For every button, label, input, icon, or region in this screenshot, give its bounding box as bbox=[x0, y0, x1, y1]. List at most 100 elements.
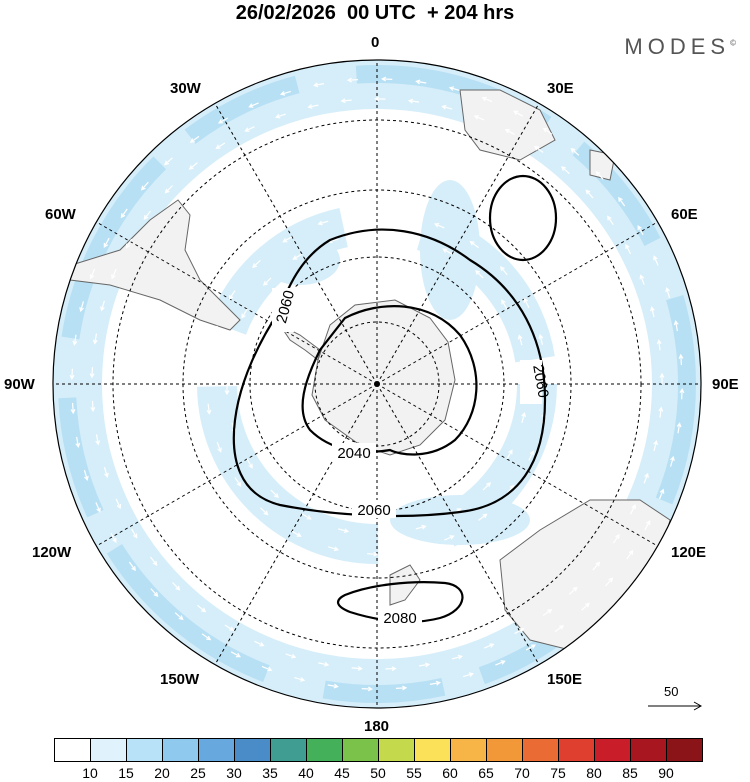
wind-arrow bbox=[478, 513, 488, 521]
colorbar-label: 15 bbox=[118, 765, 134, 781]
contour-2040 bbox=[301, 305, 478, 456]
wind-arrow bbox=[630, 504, 636, 515]
colorbar-swatch bbox=[306, 738, 343, 762]
wind-arrow bbox=[95, 502, 101, 513]
colorbar-label: 60 bbox=[442, 765, 458, 781]
colorbar-label: 75 bbox=[550, 765, 566, 781]
wind-arrow bbox=[434, 222, 445, 229]
contour-label: 2060 bbox=[357, 502, 390, 519]
wind-arrow bbox=[501, 299, 508, 310]
wind-arrow bbox=[131, 528, 138, 539]
colorbar-swatch bbox=[198, 738, 235, 762]
wind-arrow bbox=[100, 300, 105, 312]
wind-arrow bbox=[528, 450, 535, 461]
wind-arrow bbox=[678, 353, 684, 366]
wind-arrow bbox=[625, 243, 632, 255]
wind-arrow bbox=[189, 135, 200, 143]
reference-vector-label: 50 bbox=[664, 684, 679, 699]
colorbar-swatch bbox=[90, 738, 127, 762]
colorbar-label: 55 bbox=[406, 765, 422, 781]
meridian-line bbox=[96, 221, 378, 385]
wind-arrow bbox=[279, 90, 291, 96]
wind-arrow bbox=[70, 402, 76, 415]
wind-arrow bbox=[128, 561, 136, 572]
wind-arrow bbox=[216, 441, 222, 453]
wind-arrow bbox=[612, 533, 620, 544]
colorbar-swatch bbox=[486, 738, 523, 762]
wind-arrow bbox=[463, 672, 475, 678]
wind-arrow bbox=[607, 215, 614, 226]
wind-arrow bbox=[149, 556, 158, 566]
wind-arrow bbox=[517, 334, 523, 346]
wind-arrow bbox=[367, 551, 379, 557]
wind-arrow bbox=[415, 79, 427, 85]
colorbar-swatch bbox=[630, 738, 667, 762]
colorbar-swatch bbox=[342, 738, 379, 762]
wind-arrow bbox=[554, 625, 565, 633]
wind-arrow bbox=[75, 436, 81, 449]
wind-arrow bbox=[513, 110, 524, 117]
wind-arrow bbox=[241, 308, 248, 319]
meridian-line bbox=[376, 383, 658, 547]
wind-arrow bbox=[499, 266, 508, 276]
wind-arrow bbox=[381, 76, 393, 82]
wind-arrow bbox=[407, 98, 420, 104]
wind-arrow bbox=[115, 498, 122, 510]
wind-arrow bbox=[415, 524, 427, 530]
colorbar-label: 35 bbox=[262, 765, 278, 781]
wind-arrow bbox=[92, 333, 98, 345]
wind-arrow bbox=[174, 612, 184, 621]
colorbar-swatch bbox=[558, 738, 595, 762]
wind-arrow bbox=[442, 248, 453, 255]
contour-label: 2080 bbox=[383, 610, 416, 627]
brand-logo: MODES© bbox=[624, 34, 736, 59]
wind-arrow bbox=[618, 196, 626, 207]
wind-arrow bbox=[234, 477, 242, 487]
wind-arrow bbox=[355, 212, 368, 218]
colorbar-swatch bbox=[54, 738, 91, 762]
wind-arrow bbox=[395, 685, 408, 691]
wind-arrow bbox=[218, 117, 229, 124]
wind-arrow bbox=[244, 126, 255, 132]
lon-label-90w: 90W bbox=[4, 376, 35, 393]
wind-arrow bbox=[656, 339, 662, 351]
wind-arrow bbox=[188, 162, 198, 170]
colorbar-label: 50 bbox=[370, 765, 386, 781]
wind-arrow bbox=[441, 104, 453, 110]
lon-label-30w: 30W bbox=[170, 80, 201, 97]
wind-arrow bbox=[404, 234, 416, 240]
wind-arrow bbox=[69, 368, 75, 380]
wind-arrow bbox=[275, 113, 286, 119]
colorbar-swatch bbox=[234, 738, 271, 762]
wind-arrow bbox=[206, 403, 212, 415]
wind-arrow bbox=[665, 286, 671, 298]
wind-arrow bbox=[294, 677, 306, 682]
wind-arrow bbox=[504, 128, 515, 135]
wind-arrow bbox=[658, 488, 665, 500]
wind-arrow bbox=[418, 662, 431, 668]
wind-arrow bbox=[224, 384, 230, 396]
colorbar-swatch bbox=[666, 738, 703, 762]
colorbar-swatch bbox=[270, 738, 307, 762]
colorbar-swatch bbox=[450, 738, 487, 762]
graticule bbox=[53, 60, 701, 708]
reference-vector: 50 bbox=[646, 684, 706, 712]
wind-arrow bbox=[285, 653, 297, 659]
wind-arrow bbox=[95, 434, 101, 446]
wind-arrow bbox=[212, 325, 218, 337]
colorbar-swatch bbox=[522, 738, 559, 762]
contour-closed-high bbox=[488, 174, 558, 262]
colorbar-label: 90 bbox=[658, 765, 674, 781]
wind-arrow bbox=[262, 277, 272, 286]
colorbar-swatch bbox=[414, 738, 451, 762]
wind-arrow bbox=[246, 458, 253, 469]
wind-arrow bbox=[365, 231, 377, 237]
wind-arrow bbox=[473, 115, 485, 121]
wind-arrow bbox=[395, 212, 407, 218]
wind-arrow bbox=[79, 301, 84, 313]
colorbar-swatch bbox=[378, 738, 415, 762]
colorbar-label: 45 bbox=[334, 765, 350, 781]
colorbar-label: 70 bbox=[514, 765, 530, 781]
wind-arrow bbox=[89, 367, 95, 379]
wind-arrow bbox=[252, 259, 261, 269]
